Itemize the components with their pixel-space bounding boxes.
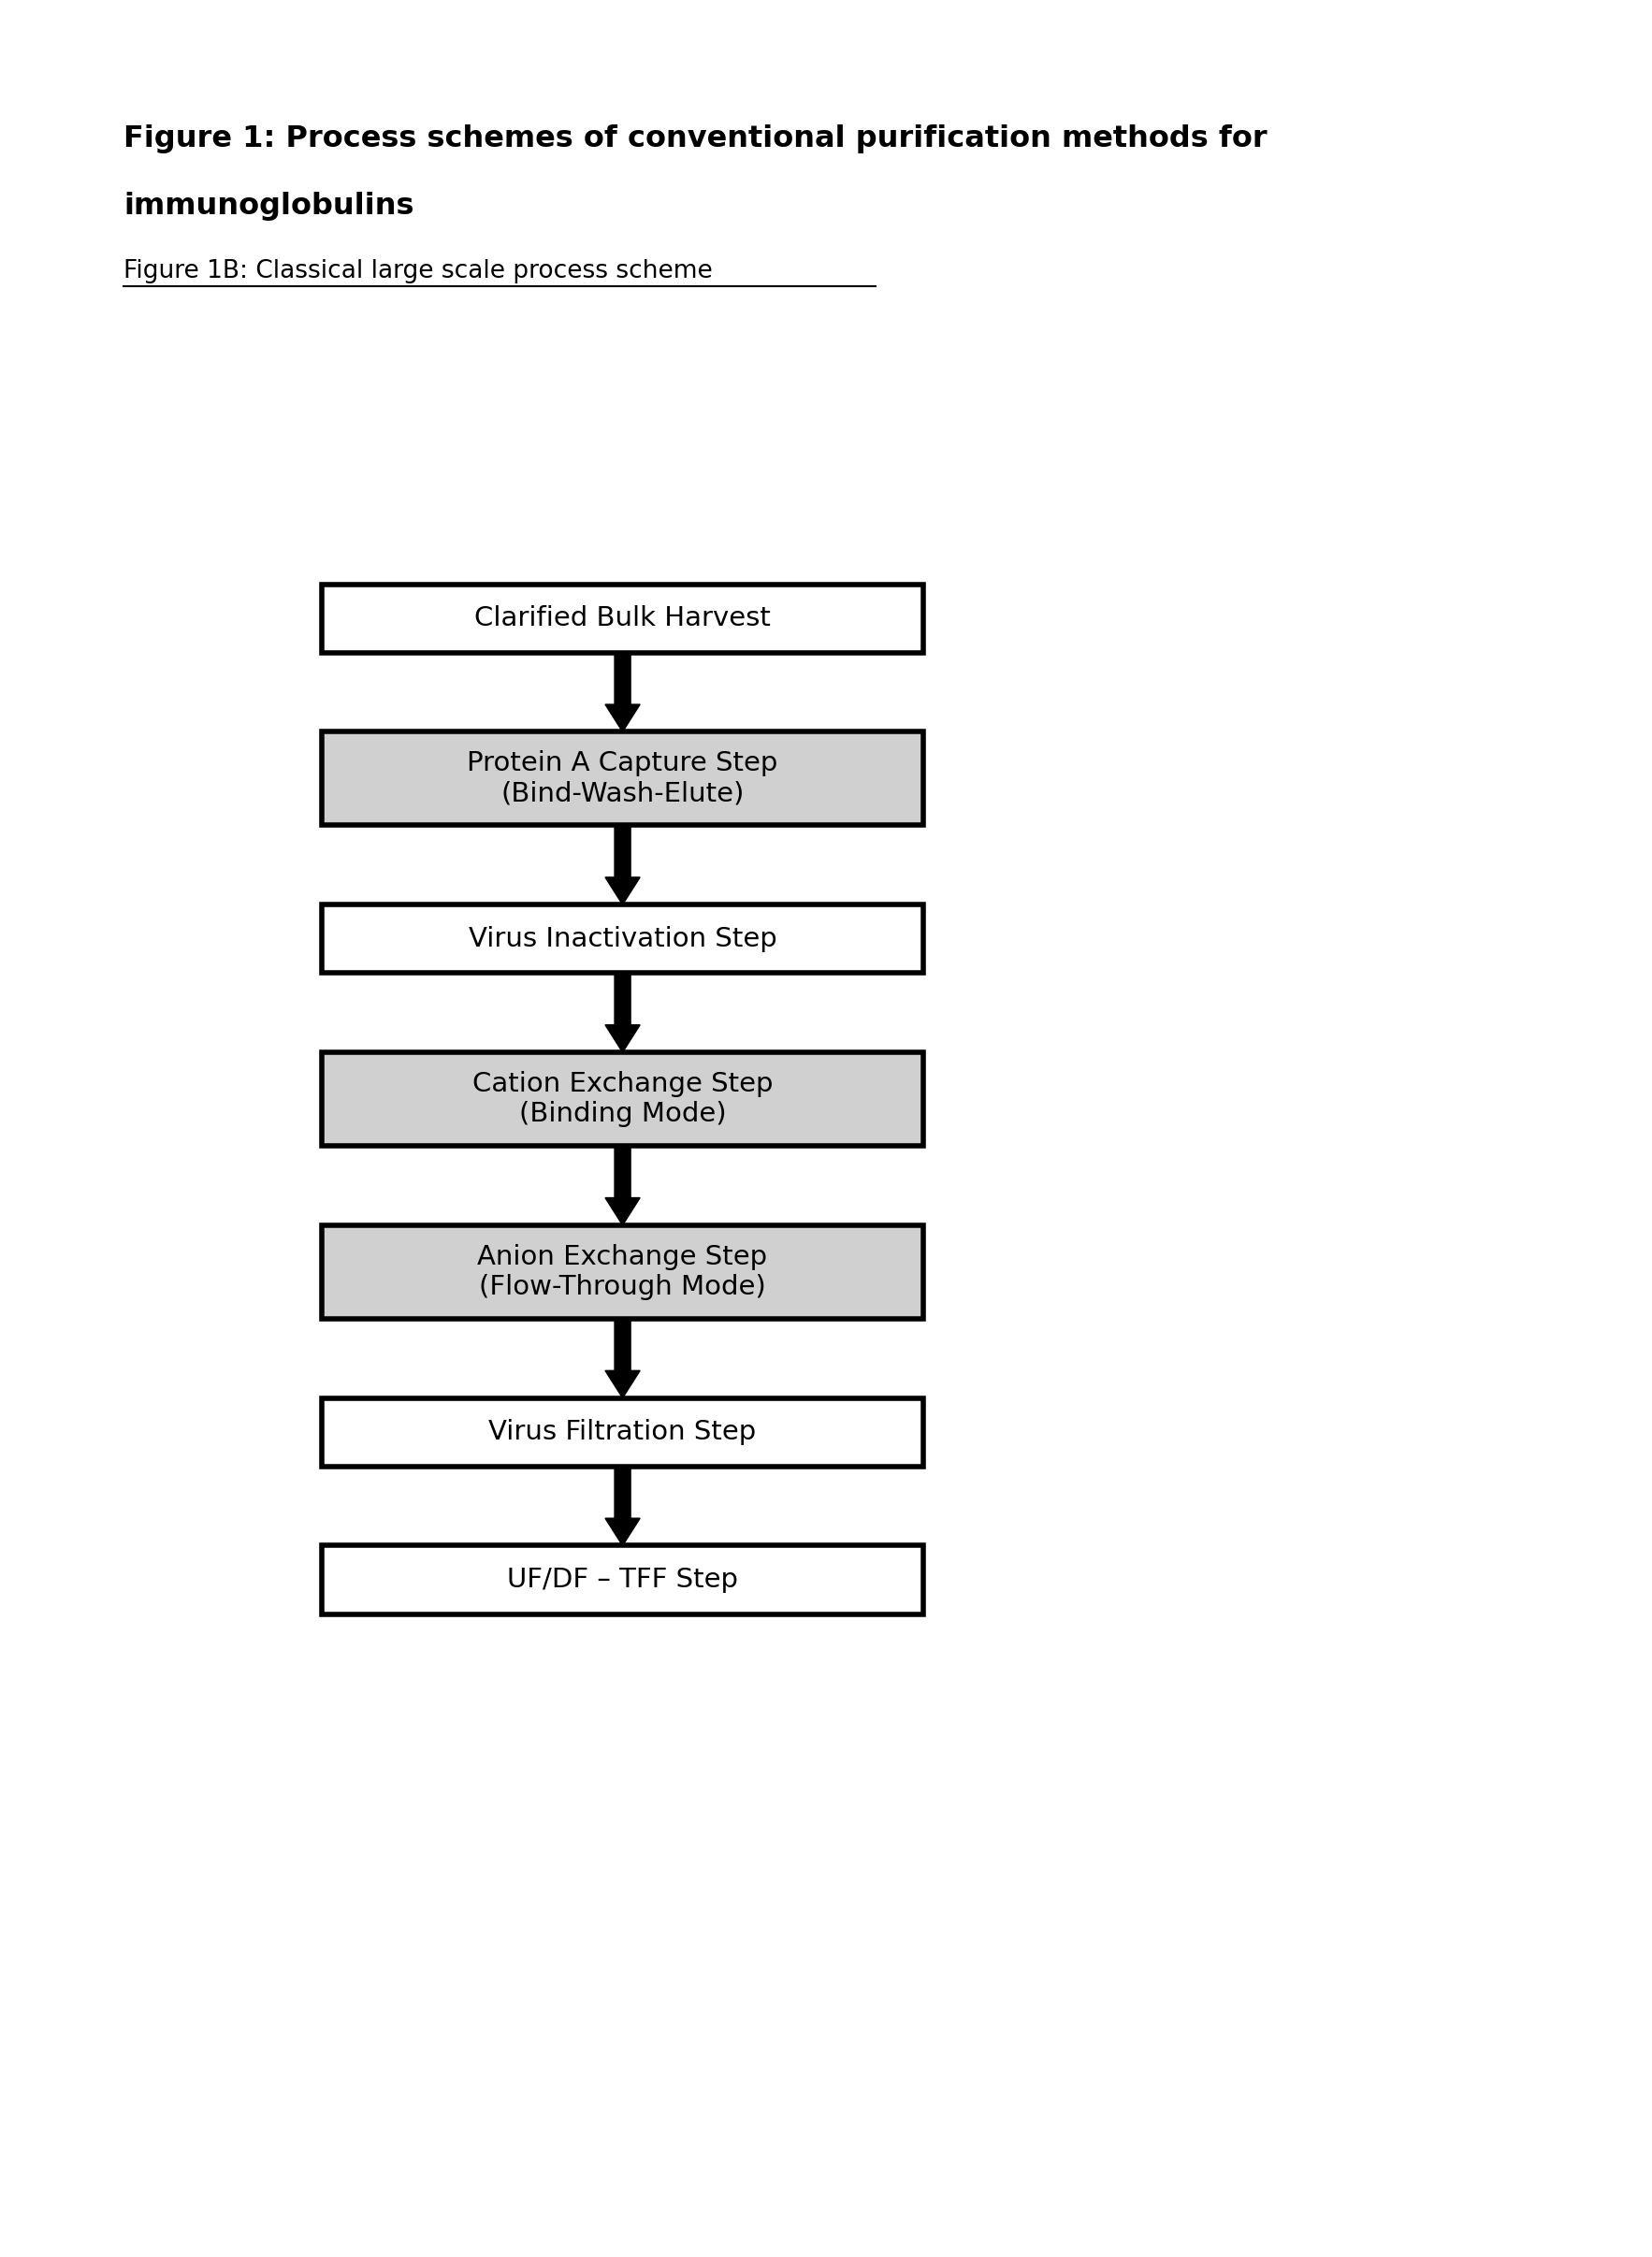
Polygon shape (605, 1147, 639, 1226)
Text: Clarified Bulk Harvest: Clarified Bulk Harvest (474, 605, 771, 632)
Text: Figure 1B: Classical large scale process scheme: Figure 1B: Classical large scale process… (124, 260, 714, 284)
Polygon shape (605, 826, 639, 905)
Text: Anion Exchange Step
(Flow-Through Mode): Anion Exchange Step (Flow-Through Mode) (477, 1244, 768, 1300)
Text: Cation Exchange Step
(Binding Mode): Cation Exchange Step (Binding Mode) (472, 1070, 773, 1126)
Bar (322, 1226, 923, 1318)
Bar (322, 1546, 923, 1614)
Text: Virus Filtration Step: Virus Filtration Step (489, 1420, 757, 1444)
Bar (322, 1052, 923, 1147)
Polygon shape (605, 1467, 639, 1546)
Text: UF/DF – TFF Step: UF/DF – TFF Step (507, 1566, 738, 1593)
Polygon shape (605, 973, 639, 1052)
Text: Protein A Capture Step
(Bind-Wash-Elute): Protein A Capture Step (Bind-Wash-Elute) (468, 749, 778, 806)
Bar (322, 585, 923, 652)
Bar (322, 1397, 923, 1467)
Text: Figure 1: Process schemes of conventional purification methods for: Figure 1: Process schemes of conventiona… (124, 124, 1267, 153)
Polygon shape (605, 652, 639, 731)
Polygon shape (605, 1318, 639, 1397)
Text: Virus Inactivation Step: Virus Inactivation Step (469, 925, 776, 952)
Bar (322, 905, 923, 973)
Text: immunoglobulins: immunoglobulins (124, 192, 415, 221)
Bar (322, 731, 923, 826)
